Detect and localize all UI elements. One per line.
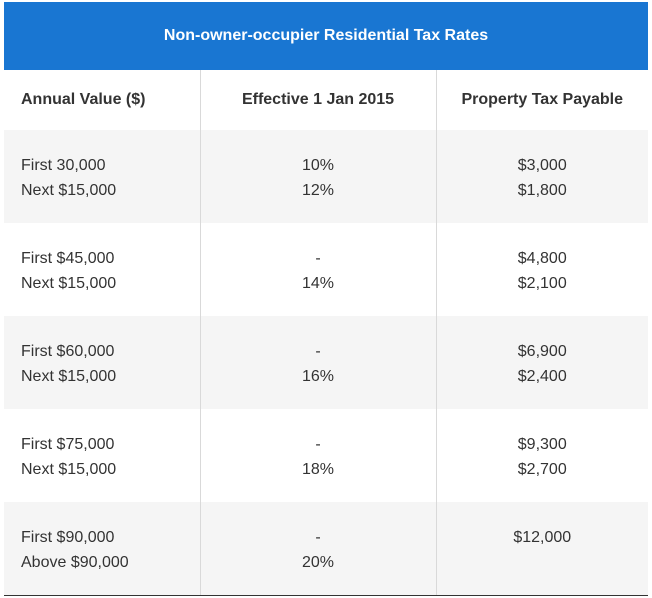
header-row: Annual Value ($) Effective 1 Jan 2015 Pr…	[4, 70, 648, 130]
tax-line: $4,800	[517, 250, 567, 267]
rate-cell: - 14%	[199, 223, 436, 316]
rate-line: 10%	[301, 157, 335, 174]
table-row: First $75,000 Next $15,000 - 18% $9,300 …	[4, 409, 648, 502]
annual-value-cell: First $90,000 Above $90,000	[4, 502, 200, 596]
header-tax-payable: Property Tax Payable	[435, 70, 648, 130]
annual-value-cell: First $45,000 Next $15,000	[4, 223, 200, 316]
annual-value-line: First $60,000	[21, 343, 115, 360]
table-row: First 30,000 Next $15,000 10% 12% $3,000…	[4, 130, 648, 223]
tax-line: $6,900	[517, 343, 567, 360]
annual-value-line: First $45,000	[21, 250, 115, 267]
rate-cell: - 16%	[199, 316, 436, 409]
tax-rates-table-container: Non-owner-occupier Residential Tax Rates…	[4, 2, 648, 596]
rate-line: -	[315, 436, 321, 453]
tax-line: $3,000	[517, 157, 567, 174]
tax-cell: $9,300 $2,700	[435, 409, 648, 502]
rate-cell: 10% 12%	[199, 130, 436, 223]
tax-cell: $4,800 $2,100	[435, 223, 648, 316]
rate-line: 20%	[301, 554, 335, 571]
annual-value-cell: First 30,000 Next $15,000	[4, 130, 200, 223]
tax-line: $9,300	[517, 436, 567, 453]
annual-value-line: Next $15,000	[21, 461, 117, 478]
tax-cell: $12,000	[435, 502, 648, 596]
annual-value-cell: First $75,000 Next $15,000	[4, 409, 200, 502]
tax-line: $2,100	[517, 275, 567, 292]
tax-line: $12,000	[513, 529, 572, 546]
rate-line: 12%	[301, 182, 335, 199]
annual-value-line: Above $90,000	[21, 554, 129, 571]
annual-value-line: First $90,000	[21, 529, 115, 546]
header-effective-rate: Effective 1 Jan 2015	[199, 70, 436, 130]
rate-line: 14%	[301, 275, 335, 292]
annual-value-line: Next $15,000	[21, 368, 117, 385]
tax-line: $2,700	[517, 461, 567, 478]
annual-value-line: Next $15,000	[21, 275, 117, 292]
tax-line: $2,400	[517, 368, 567, 385]
annual-value-line: Next $15,000	[21, 182, 117, 199]
header-annual-value: Annual Value ($)	[4, 70, 200, 130]
table-row: First $60,000 Next $15,000 - 16% $6,900 …	[4, 316, 648, 409]
annual-value-line: First 30,000	[21, 157, 106, 174]
tax-cell: $3,000 $1,800	[435, 130, 648, 223]
rate-line: -	[315, 529, 321, 546]
annual-value-line: First $75,000	[21, 436, 115, 453]
rate-cell: - 20%	[199, 502, 436, 596]
rate-line: 18%	[301, 461, 335, 478]
tax-line: $1,800	[517, 182, 567, 199]
table-title: Non-owner-occupier Residential Tax Rates	[4, 2, 648, 70]
tax-rates-table: Annual Value ($) Effective 1 Jan 2015 Pr…	[4, 70, 648, 596]
table-row: First $90,000 Above $90,000 - 20% $12,00…	[4, 502, 648, 596]
annual-value-cell: First $60,000 Next $15,000	[4, 316, 200, 409]
rate-line: 16%	[301, 368, 335, 385]
rate-cell: - 18%	[199, 409, 436, 502]
rate-line: -	[315, 343, 321, 360]
rate-line: -	[315, 250, 321, 267]
table-row: First $45,000 Next $15,000 - 14% $4,800 …	[4, 223, 648, 316]
tax-cell: $6,900 $2,400	[435, 316, 648, 409]
